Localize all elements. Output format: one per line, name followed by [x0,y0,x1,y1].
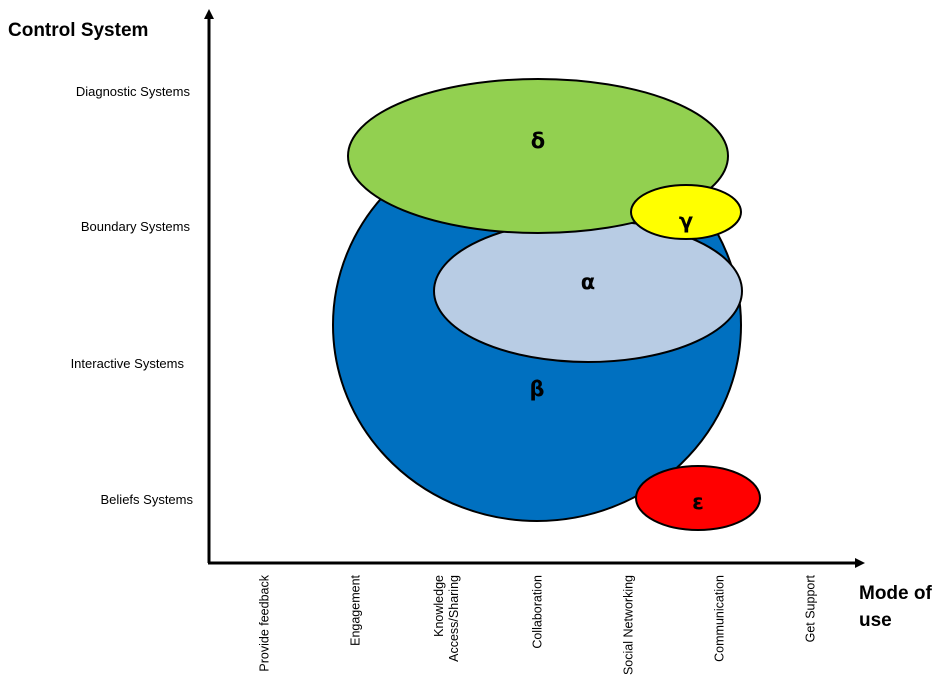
region-delta-label: δ [531,129,545,153]
y-level-boundary: Boundary Systems [81,219,191,234]
x-category-knowledge-access-sharing: KnowledgeAccess/Sharing [432,575,461,662]
y-level-beliefs: Beliefs Systems [101,492,194,507]
x-category-get-support: Get Support [804,574,818,642]
y-level-diagnostic: Diagnostic Systems [76,84,191,99]
region-gamma-label: γ [679,209,693,233]
region-epsilon-label: ε [692,490,704,514]
region-gamma [630,184,742,240]
x-category-communication: Communication [713,575,727,662]
x-category-provide-feedback: Provide feedback [258,574,272,671]
region-alpha-label: α [581,270,595,294]
x-category-labels: Provide feedback Engagement KnowledgeAcces… [258,574,818,675]
region-beta-label: β [529,377,544,401]
x-category-collaboration: Collaboration [531,575,545,649]
y-level-interactive: Interactive Systems [71,356,185,371]
x-axis-title-line1: Mode of [859,583,932,604]
y-axis-title: Control System [8,20,148,41]
x-axis-title-line2: use [859,610,892,631]
region-epsilon [635,465,761,531]
x-category-engagement: Engagement [349,574,363,645]
region-delta [347,78,729,234]
x-category-social-networking: Social Networking [622,575,636,675]
